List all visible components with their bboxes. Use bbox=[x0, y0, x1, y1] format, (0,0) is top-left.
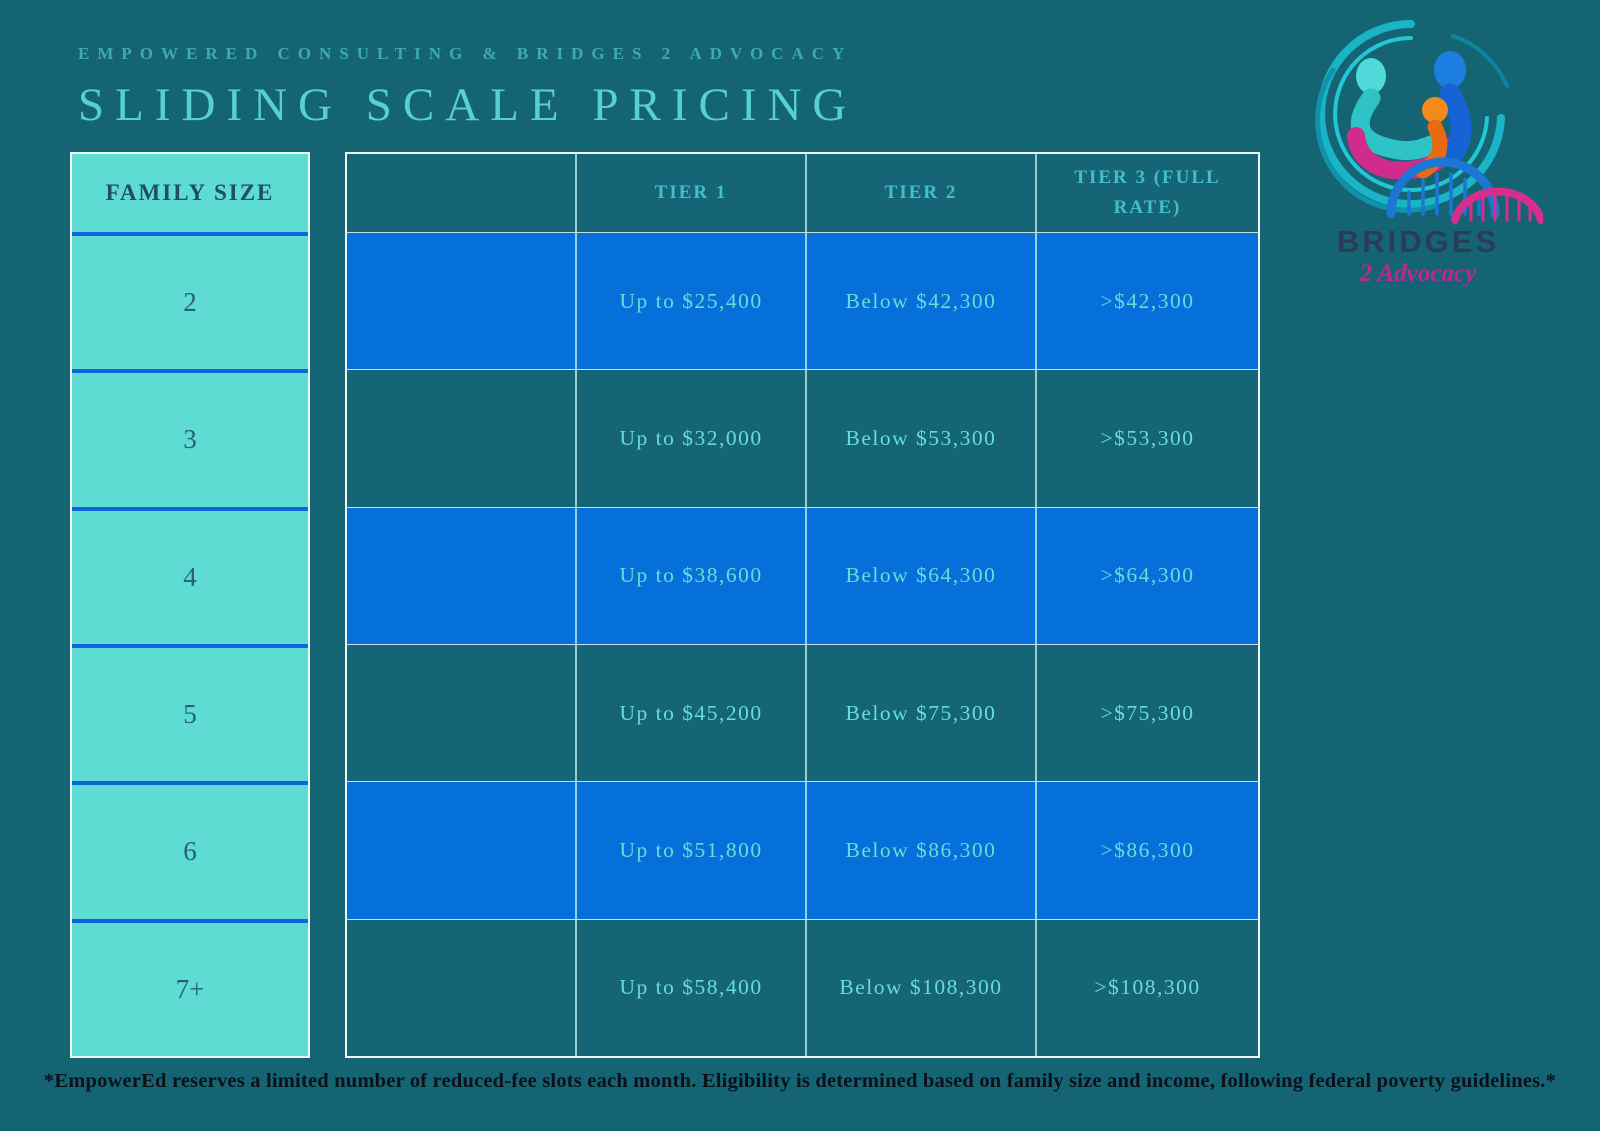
tier3-value: >$42,300 bbox=[1100, 288, 1195, 313]
tier2-value: Below $64,300 bbox=[807, 507, 1037, 644]
header-cell-tier1: TIER 1 bbox=[577, 154, 807, 232]
family-size-cell: 7+ bbox=[175, 973, 205, 1004]
tier2-value: Below $53,300 bbox=[807, 370, 1037, 507]
table-row: Up to $32,000 Below $53,300 >$53,300 bbox=[347, 370, 1258, 508]
company-subtitle: EMPOWERED CONSULTING & BRIDGES 2 ADVOCAC… bbox=[78, 44, 853, 63]
tier3-value: >$75,300 bbox=[1100, 700, 1195, 725]
table-row: Up to $45,200 Below $75,300 >$75,300 bbox=[347, 644, 1258, 783]
header-cell-tier3: TIER 3 (FULL RATE) bbox=[1074, 166, 1221, 218]
row-spacer-cell bbox=[347, 782, 577, 919]
tier1-value: Up to $32,000 bbox=[577, 370, 807, 507]
row-spacer-cell bbox=[347, 370, 577, 507]
table-row: Up to $38,600 Below $64,300 >$64,300 bbox=[347, 507, 1258, 645]
page-title: SLIDING SCALE PRICING bbox=[78, 79, 858, 131]
tier2-value: Below $108,300 bbox=[807, 919, 1037, 1056]
eligibility-footnote: *EmpowerEd reserves a limited number of … bbox=[43, 1070, 1557, 1092]
bridges-logo-icon bbox=[1315, 20, 1543, 224]
tier1-value: Up to $38,600 bbox=[577, 507, 807, 644]
tier1-value: Up to $45,200 bbox=[577, 644, 807, 782]
family-size-cell: 6 bbox=[72, 785, 308, 923]
logo-bridges-icon bbox=[1386, 157, 1543, 224]
family-size-cell: 4 bbox=[72, 511, 308, 648]
brand-logo: BRIDGES 2 Advocacy bbox=[1288, 14, 1548, 288]
tier2-value: Below $42,300 bbox=[807, 233, 1037, 370]
row-spacer-cell bbox=[347, 644, 577, 782]
family-size-header: FAMILY SIZE bbox=[72, 154, 308, 236]
tier1-value: Up to $51,800 bbox=[577, 782, 807, 919]
family-size-cell: 3 bbox=[72, 373, 308, 511]
tier3-value: >$86,300 bbox=[1100, 837, 1195, 862]
table-row: Up to $25,400 Below $42,300 >$42,300 bbox=[347, 233, 1258, 371]
tier3-value: >$64,300 bbox=[1100, 563, 1195, 588]
table-row: Up to $51,800 Below $86,300 >$86,300 bbox=[347, 782, 1258, 920]
tier1-value: Up to $25,400 bbox=[577, 233, 807, 370]
tier3-value: >$53,300 bbox=[1100, 425, 1195, 450]
tier2-value: Below $75,300 bbox=[807, 644, 1037, 782]
header-cell-tier2: TIER 2 bbox=[807, 154, 1037, 232]
pricing-table: TIER 1 TIER 2 TIER 3 (FULL RATE) Up to $… bbox=[345, 152, 1260, 1058]
family-size-cell: 2 bbox=[72, 236, 308, 374]
tier3-value: >$108,300 bbox=[1094, 975, 1201, 1000]
page-header: EMPOWERED CONSULTING & BRIDGES 2 ADVOCAC… bbox=[78, 44, 857, 132]
row-spacer-cell bbox=[347, 233, 577, 370]
logo-people-icon bbox=[1347, 51, 1472, 180]
family-size-column: FAMILY SIZE 2 3 4 5 6 7+ bbox=[70, 152, 310, 1058]
table-row: Up to $58,400 Below $108,300 >$108,300 bbox=[347, 919, 1258, 1056]
logo-wordmark: BRIDGES bbox=[1336, 224, 1500, 259]
tier1-value: Up to $58,400 bbox=[577, 919, 807, 1056]
row-spacer-cell bbox=[347, 507, 577, 644]
tier2-value: Below $86,300 bbox=[807, 782, 1037, 919]
header-cell-empty bbox=[347, 154, 577, 232]
row-spacer-cell bbox=[347, 919, 577, 1056]
table-header-row: TIER 1 TIER 2 TIER 3 (FULL RATE) bbox=[347, 154, 1258, 233]
logo-tagline: 2 Advocacy bbox=[1359, 260, 1477, 287]
family-size-cell: 5 bbox=[72, 648, 308, 786]
